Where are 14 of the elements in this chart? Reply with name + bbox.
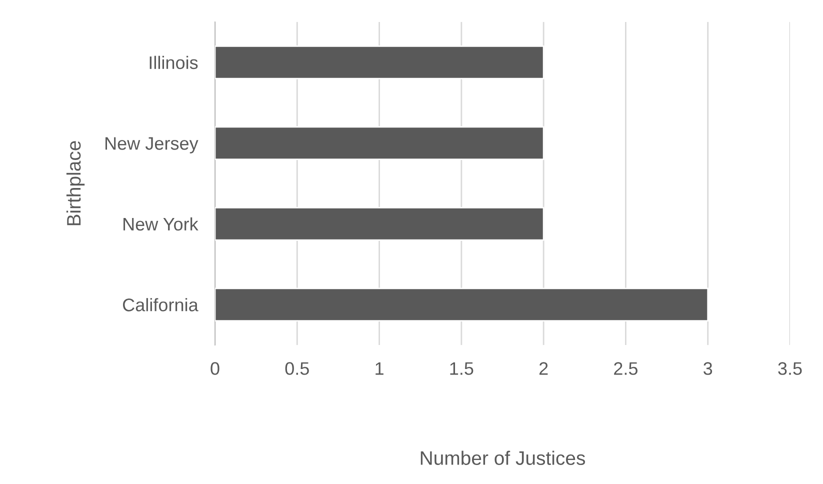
x-tick-label: 1	[376, 362, 384, 375]
x-tick-label: 1.5	[450, 362, 474, 375]
x-tick-label: 2	[539, 362, 548, 375]
x-tick-label: 0.5	[285, 362, 309, 375]
x-tick-label: 3.5	[778, 362, 802, 375]
y-tick-label: California	[122, 298, 198, 312]
y-axis-title: Birthplace	[66, 141, 85, 226]
x-axis-title: Number of Justices	[420, 450, 586, 466]
x-tick-label: 2.5	[614, 362, 638, 375]
y-tick-label: New York	[124, 217, 198, 231]
x-tick-label: 0	[210, 362, 220, 375]
x-tick-label: 3	[704, 362, 712, 375]
y-tick-label: Illinois	[150, 56, 198, 70]
y-tick-label: New Jersey	[106, 137, 198, 154]
